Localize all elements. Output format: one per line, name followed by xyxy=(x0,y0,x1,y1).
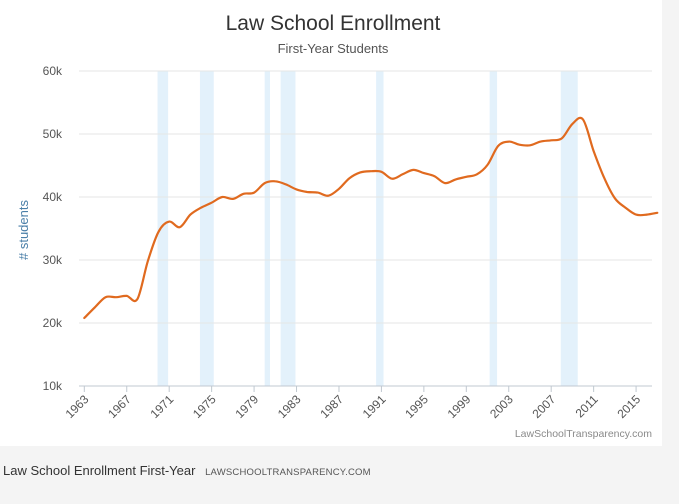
caption-source[interactable]: LAWSCHOOLTRANSPARENCY.COM xyxy=(205,467,371,478)
y-tick-label: 30k xyxy=(43,253,63,267)
x-tick-label: 1975 xyxy=(190,392,219,421)
x-tick-label: 1963 xyxy=(63,392,92,421)
x-tick-label: 2015 xyxy=(614,392,643,421)
chart-credit[interactable]: LawSchoolTransparency.com xyxy=(515,428,652,440)
x-tick-label: 2011 xyxy=(573,392,601,420)
grid-lines xyxy=(79,70,652,324)
chart-title: Law School Enrollment xyxy=(226,12,441,35)
chart-subtitle: First-Year Students xyxy=(278,41,389,56)
x-tick-label: 1999 xyxy=(445,392,474,421)
recession-band xyxy=(489,71,498,386)
x-tick-label: 2003 xyxy=(487,392,516,421)
x-tick-label: 1983 xyxy=(275,392,304,421)
recession-band xyxy=(264,71,270,386)
recession-band xyxy=(280,71,296,386)
enrollment-line[interactable] xyxy=(83,116,659,320)
recession-band xyxy=(199,71,214,386)
enrollment-line-chart: 10k 20k 30k 40k 50k 60k 1963 1967 1971 1975 1979 19… xyxy=(16,12,659,440)
y-tick-label: 40k xyxy=(43,190,63,204)
recession-band xyxy=(376,71,384,386)
x-tick-label: 1995 xyxy=(402,392,431,421)
chart-card: 10k 20k 30k 40k 50k 60k 1963 1967 1971 1975 1979 19… xyxy=(0,0,662,446)
x-tick-label: 2007 xyxy=(530,392,559,421)
y-axis-label: # students xyxy=(16,200,31,260)
recession-bands xyxy=(157,71,578,386)
axes: 10k 20k 30k 40k 50k 60k 1963 1967 1971 1975 1979 19… xyxy=(43,64,652,421)
figure-caption: Law School Enrollment First-Year LAWSCHO… xyxy=(3,463,371,478)
recession-band xyxy=(560,71,578,386)
x-tick-label: 1987 xyxy=(317,392,346,421)
y-tick-label: 60k xyxy=(43,64,63,78)
y-tick-label: 20k xyxy=(43,316,63,330)
x-tick-label: 1967 xyxy=(105,392,134,421)
x-tick-label: 1991 xyxy=(360,392,389,421)
x-tick-label: 1971 xyxy=(148,392,177,421)
recession-band xyxy=(157,71,169,386)
x-tick-label: 1979 xyxy=(232,392,261,421)
y-tick-label: 10k xyxy=(43,379,63,393)
caption-text: Law School Enrollment First-Year xyxy=(3,463,196,478)
series-layer xyxy=(83,116,659,320)
y-tick-label: 50k xyxy=(43,127,63,141)
